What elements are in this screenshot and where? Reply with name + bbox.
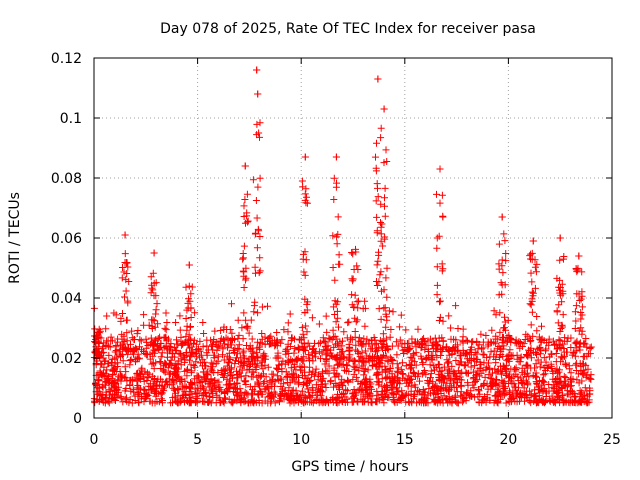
data-points (90, 66, 595, 407)
roti-peak-point (301, 153, 309, 161)
y-tick-label: 0.04 (51, 291, 82, 307)
roti-peak-point (121, 231, 129, 239)
y-axis-label: ROTI / TECUs (7, 192, 23, 284)
roti-peak-point (498, 213, 506, 221)
roti-peak-point (332, 153, 340, 161)
y-tick-label: 0.12 (51, 51, 82, 67)
y-axis: 0 0.02 0.04 0.06 0.08 0.1 0.12 (51, 51, 612, 427)
y-tick-label: 0.08 (51, 171, 82, 187)
y-tick-label: 0.1 (60, 111, 82, 127)
chart-title: Day 078 of 2025, Rate Of TEC Index for r… (160, 21, 536, 37)
roti-peak-point (556, 234, 564, 242)
roti-point-marks (90, 66, 595, 407)
roti-peak-point (185, 261, 193, 269)
roti-peak-point (380, 105, 388, 113)
x-tick-label: 5 (193, 432, 202, 448)
x-tick-label: 15 (396, 432, 414, 448)
x-tick-label: 25 (603, 432, 621, 448)
x-tick-label: 0 (90, 432, 99, 448)
x-axis: 0 5 10 15 20 25 (90, 58, 621, 448)
x-tick-label: 10 (292, 432, 310, 448)
y-tick-label: 0.02 (51, 351, 82, 367)
roti-peak-point (436, 165, 444, 173)
roti-peak-point (241, 162, 249, 170)
x-axis-label: GPS time / hours (291, 459, 408, 475)
roti-peak-point (150, 249, 158, 257)
roti-peak-point (254, 90, 262, 98)
roti-peak-point (253, 66, 261, 74)
x-tick-label: 20 (499, 432, 517, 448)
y-tick-label: 0 (73, 411, 82, 427)
y-tick-label: 0.06 (51, 231, 82, 247)
roti-peak-point (374, 75, 382, 83)
roti-peak-point (575, 252, 583, 260)
roti-peak-point (529, 237, 537, 245)
